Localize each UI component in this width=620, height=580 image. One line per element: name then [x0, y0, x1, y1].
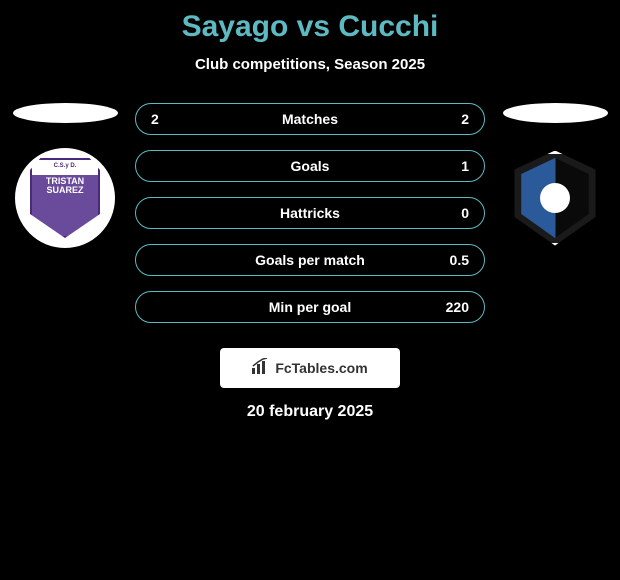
club-name-left: TRISTAN SUAREZ — [32, 177, 98, 195]
stat-right-value: 220 — [439, 299, 469, 315]
subtitle: Club competitions, Season 2025 — [0, 56, 620, 73]
ball-icon — [540, 183, 570, 213]
main-content: C.S.y D. TRISTAN SUAREZ 2 Matches 2 Goal… — [0, 103, 620, 323]
stat-label: Goals — [291, 158, 330, 174]
stat-right-value: 1 — [439, 158, 469, 174]
shield-left-icon: C.S.y D. TRISTAN SUAREZ — [30, 158, 100, 238]
stat-right-value: 2 — [439, 111, 469, 127]
stat-label: Goals per match — [255, 252, 365, 268]
watermark[interactable]: FcTables.com — [220, 348, 400, 388]
page-title: Sayago vs Cucchi — [0, 10, 620, 44]
stat-right-value: 0 — [439, 205, 469, 221]
flag-right — [503, 103, 608, 123]
stat-row-min-per-goal: Min per goal 220 — [135, 291, 485, 323]
player-left: C.S.y D. TRISTAN SUAREZ — [10, 103, 120, 248]
stat-row-hattricks: Hattricks 0 — [135, 197, 485, 229]
stat-label: Min per goal — [269, 299, 351, 315]
date-label: 20 february 2025 — [0, 403, 620, 421]
club-badge-right: ALMAGRO — [505, 148, 605, 248]
chart-icon — [252, 358, 270, 379]
stat-row-goals-per-match: Goals per match 0.5 — [135, 244, 485, 276]
stat-left-value: 2 — [151, 111, 181, 127]
club-top-text: C.S.y D. — [54, 163, 77, 169]
watermark-text: FcTables.com — [275, 360, 367, 376]
stat-label: Hattricks — [280, 205, 340, 221]
stat-row-goals: Goals 1 — [135, 150, 485, 182]
stats-column: 2 Matches 2 Goals 1 Hattricks 0 Goals pe… — [135, 103, 485, 323]
shield-right-icon: ALMAGRO — [510, 151, 600, 246]
club-badge-left: C.S.y D. TRISTAN SUAREZ — [15, 148, 115, 248]
stat-right-value: 0.5 — [439, 252, 469, 268]
stat-row-matches: 2 Matches 2 — [135, 103, 485, 135]
player-right: ALMAGRO — [500, 103, 610, 248]
shield-inner — [518, 158, 593, 238]
flag-left — [13, 103, 118, 123]
stat-label: Matches — [282, 111, 338, 127]
